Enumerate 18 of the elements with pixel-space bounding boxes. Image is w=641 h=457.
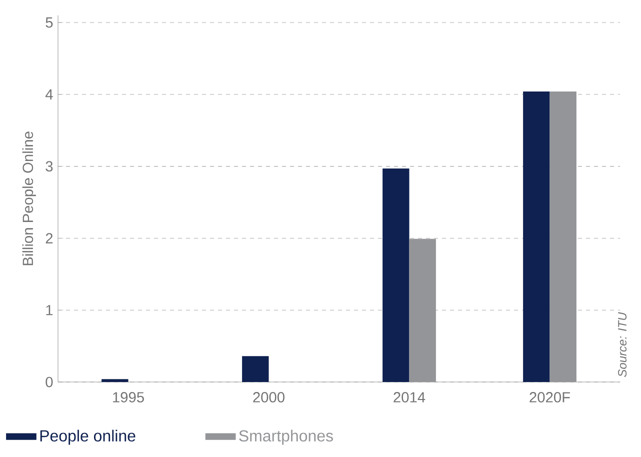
y-tick-label: 4 bbox=[45, 89, 53, 100]
legend-label: Smartphones bbox=[239, 430, 333, 445]
x-tick-label: 2014 bbox=[394, 392, 426, 402]
x-tick-label: 2020F bbox=[530, 392, 570, 402]
legend-label: People online bbox=[40, 430, 136, 445]
bar bbox=[382, 168, 410, 382]
bar bbox=[242, 356, 269, 382]
y-tick-label: 2 bbox=[46, 233, 53, 244]
y-tick-label: 1 bbox=[46, 305, 53, 316]
y-axis-title: Billion People Online bbox=[22, 132, 36, 266]
x-tick-label: 2000 bbox=[253, 392, 284, 402]
y-tick-label: 5 bbox=[46, 17, 53, 28]
y-tick-label: 0 bbox=[46, 376, 53, 388]
bar bbox=[102, 379, 128, 382]
bar bbox=[523, 92, 550, 382]
x-tick-label: 1995 bbox=[113, 392, 144, 402]
annotation: Source: ITU bbox=[618, 312, 627, 377]
y-tick-label: 3 bbox=[46, 161, 53, 172]
